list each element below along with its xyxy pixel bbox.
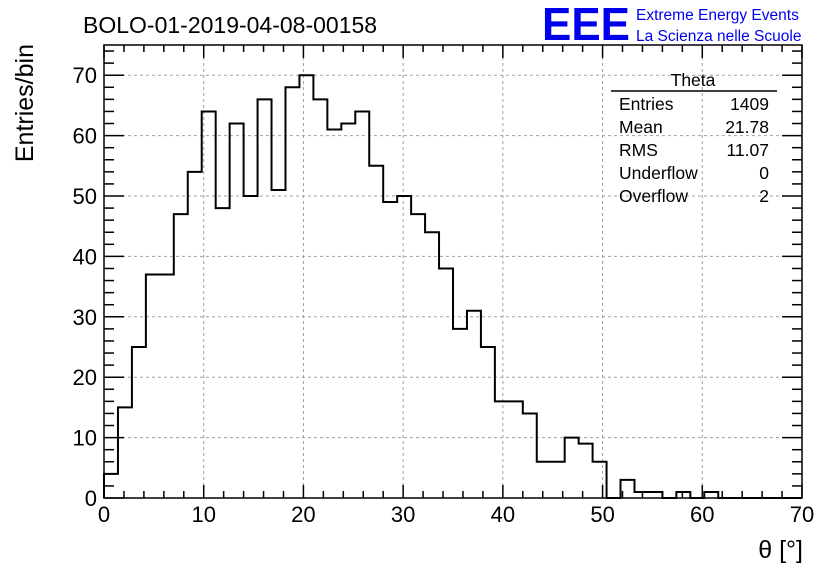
x-axis-label: θ [°] (758, 536, 803, 564)
stats-rows: Entries 1409 Mean 21.78 RMS 11.07 Underflow 0 Ov… (619, 94, 769, 206)
y-tick-label: 60 (73, 124, 97, 149)
chart-title: BOLO-01-2019-04-08-00158 (83, 12, 377, 38)
y-axis-label: Entries/bin (11, 44, 39, 162)
x-tick-label: 60 (690, 502, 714, 527)
y-tick-label: 0 (85, 486, 97, 511)
plot-frame (103, 44, 803, 499)
y-tick-label: 20 (73, 365, 97, 390)
y-tick-label: 50 (73, 184, 97, 209)
logo-line-2: La Scienza nelle Scuole (636, 28, 801, 45)
stats-label: Mean (619, 117, 663, 137)
x-tick-label: 20 (291, 502, 315, 527)
histogram-line (103, 74, 802, 499)
stats-value: 2 (759, 186, 769, 206)
eee-logo: EEE Extreme Energy Events La Scienza nel… (542, 0, 801, 50)
stats-label: RMS (619, 140, 658, 160)
stats-value: 1409 (730, 94, 769, 114)
y-tick-label: 40 (73, 244, 97, 269)
x-tick-label: 10 (191, 502, 215, 527)
x-tick-label: 50 (590, 502, 614, 527)
stats-label: Underflow (619, 163, 698, 183)
axis-ticks (103, 45, 803, 499)
y-tick-labels: 0 10 20 30 40 50 60 70 (73, 63, 97, 511)
logo-line-1: Extreme Energy Events (636, 7, 799, 24)
stats-label: Overflow (619, 186, 688, 206)
stats-value: 21.78 (725, 117, 769, 137)
y-tick-label: 70 (73, 63, 97, 88)
stats-title: Theta (671, 70, 716, 90)
x-tick-label: 30 (391, 502, 415, 527)
stats-box: Theta Entries 1409 Mean 21.78 RMS 11.07 Underf… (611, 70, 777, 206)
stats-value: 11.07 (727, 140, 770, 160)
x-tick-label: 40 (491, 502, 515, 527)
y-tick-label: 10 (73, 426, 97, 451)
x-tick-labels: 0 10 20 30 40 50 60 70 (98, 502, 814, 527)
x-tick-label: 70 (790, 502, 814, 527)
y-tick-label: 30 (73, 305, 97, 330)
logo-mark: EEE (542, 0, 630, 50)
stats-value: 0 (759, 163, 769, 183)
stats-label: Entries (619, 94, 674, 114)
x-tick-label: 0 (98, 502, 110, 527)
